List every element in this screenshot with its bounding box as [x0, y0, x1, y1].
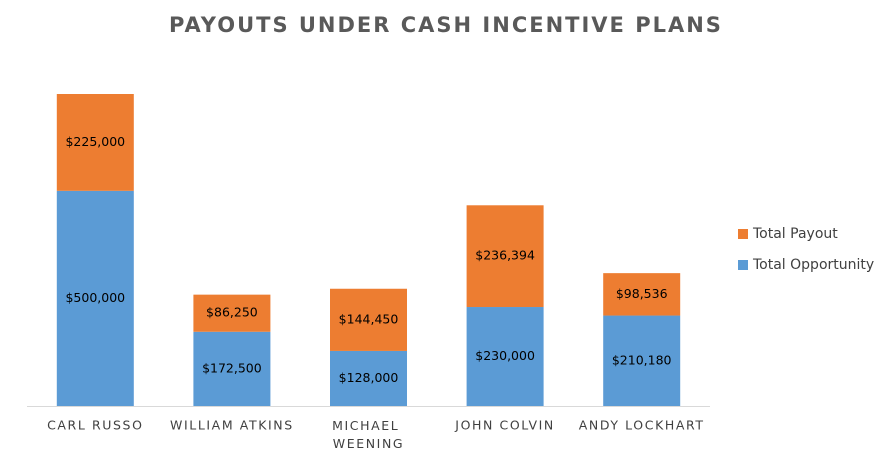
bar-segment	[330, 288, 407, 351]
value-label: $172,500	[202, 360, 262, 375]
bar-segment	[193, 331, 271, 406]
bar-segment	[330, 350, 407, 406]
chart-title: PAYOUTS UNDER CASH INCENTIVE PLANS	[169, 13, 723, 37]
value-label: $225,000	[65, 134, 125, 149]
bar-segment	[603, 315, 681, 406]
value-label: $128,000	[339, 370, 399, 385]
value-label: $236,394	[475, 248, 535, 263]
x-tick-label: WILLIAM ATKINS	[170, 418, 294, 433]
x-tick-label: ANDY LOCKHART	[579, 418, 705, 433]
x-tick-label: CARL RUSSO	[47, 418, 143, 433]
bar-segment	[466, 205, 544, 308]
value-label: $144,450	[339, 311, 399, 326]
legend-swatch	[738, 260, 748, 270]
value-label: $86,250	[206, 305, 258, 320]
bar-segment	[193, 294, 271, 332]
bar-segment	[466, 307, 544, 406]
x-tick-label: JOHN COLVIN	[454, 418, 555, 433]
bar-segment	[56, 94, 134, 191]
legend-label: Total Opportunity	[752, 257, 874, 273]
legend-swatch	[738, 229, 748, 239]
value-label: $500,000	[65, 290, 125, 305]
x-tick-label: MICHAEL WEENING	[332, 418, 405, 451]
value-label: $98,536	[616, 286, 668, 301]
value-label: $230,000	[475, 348, 535, 363]
bar-segment	[56, 190, 134, 406]
legend-label: Total Payout	[752, 226, 838, 242]
bar-segment	[603, 273, 681, 316]
value-label: $210,180	[612, 352, 672, 367]
